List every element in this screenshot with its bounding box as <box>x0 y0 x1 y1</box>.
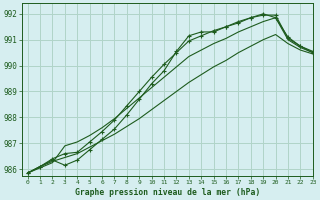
X-axis label: Graphe pression niveau de la mer (hPa): Graphe pression niveau de la mer (hPa) <box>75 188 260 197</box>
